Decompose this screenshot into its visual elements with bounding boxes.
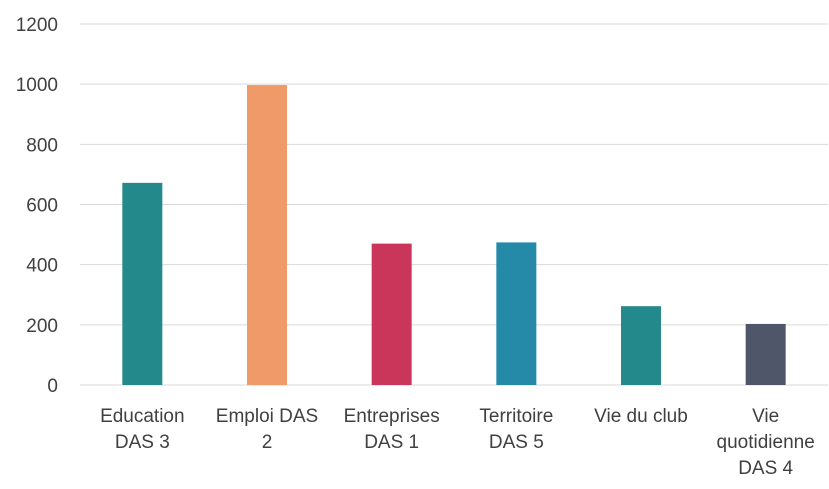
x-tick-label: Vie du club — [594, 406, 688, 427]
x-axis-category-labels: Education DAS 3 Emploi DAS 2 Entreprises DAS … — [100, 406, 815, 479]
bar — [247, 85, 287, 386]
y-tick-label: 0 — [47, 376, 58, 397]
bar — [496, 242, 537, 385]
bar — [122, 182, 163, 385]
x-tick-label-line: Vie — [752, 406, 779, 427]
y-tick-label: 1200 — [16, 15, 58, 36]
x-tick-label: Vie quotidienne DAS 4 — [717, 406, 815, 479]
x-tick-label-line: Education — [100, 406, 185, 427]
x-tick-label: Entreprises DAS 1 — [344, 406, 440, 453]
x-tick-label-line: DAS 4 — [738, 458, 793, 479]
gridlines — [80, 23, 828, 386]
bar — [621, 306, 661, 385]
y-axis-tick-labels: 0 200 400 600 800 1000 1200 — [16, 15, 58, 397]
x-tick-label-line: Vie du club — [594, 406, 688, 427]
x-tick-label-line: DAS 3 — [115, 432, 170, 453]
x-tick-label: Education DAS 3 — [100, 406, 185, 453]
x-tick-label-line: DAS 1 — [364, 432, 419, 453]
x-tick-label-line: DAS 5 — [489, 432, 544, 453]
y-tick-label: 1000 — [16, 75, 58, 96]
y-tick-label: 200 — [26, 316, 58, 337]
x-tick-label-line: 2 — [262, 432, 273, 453]
x-tick-label-line: Emploi DAS — [216, 406, 318, 427]
x-tick-label-line: Territoire — [479, 406, 553, 427]
bar — [745, 323, 786, 385]
x-tick-label: Emploi DAS 2 — [216, 406, 318, 453]
x-tick-label-line: quotidienne — [717, 432, 815, 453]
y-tick-label: 400 — [26, 256, 58, 277]
bars — [122, 85, 786, 386]
x-tick-label: Territoire DAS 5 — [479, 406, 553, 453]
bar — [371, 243, 412, 385]
x-tick-label-line: Entreprises — [344, 406, 440, 427]
y-tick-label: 800 — [26, 135, 58, 156]
y-tick-label: 600 — [26, 196, 58, 217]
